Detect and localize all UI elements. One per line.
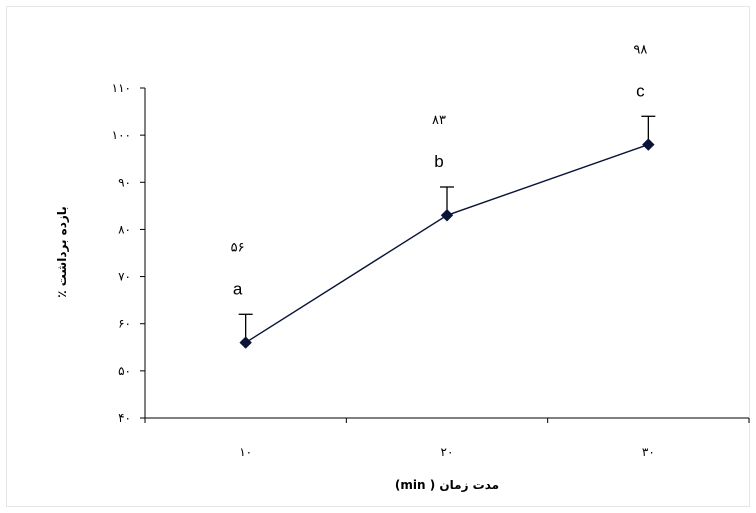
data-value-label: ۹۸ (633, 42, 647, 57)
series-line (245, 143, 649, 344)
group-letter-label: c (636, 81, 645, 100)
chart-frame (6, 6, 750, 507)
y-tick-label: ۹۰ (118, 175, 131, 189)
data-point-marker (642, 138, 655, 151)
group-letter-label: b (434, 152, 443, 171)
y-tick-label: ۷۰ (118, 270, 131, 284)
y-tick-label: ۶۰ (118, 317, 131, 331)
data-point-marker (239, 336, 252, 349)
labels: a ۵۶ b ۸۳ c ۹۸ (231, 42, 648, 298)
y-tick-label: ۱۱۰ (112, 81, 131, 95)
y-tick-label: ۸۰ (118, 222, 131, 236)
data-value-label: ۸۳ (432, 113, 446, 128)
x-axis-title: مدت زمان ( min) (395, 478, 499, 492)
data-value-label: ۵۶ (231, 240, 245, 255)
axes: ۴۰ ۵۰ ۶۰ ۷۰ ۸۰ ۹۰ ۱۰۰ ۱۱۰ ۱۰ ۲۰ ۳۰ (112, 81, 750, 459)
group-letter-label: a (233, 279, 243, 298)
y-tick-label: ۱۰۰ (112, 128, 131, 142)
y-tick-label: ۴۰ (118, 411, 131, 425)
series (238, 115, 656, 349)
y-axis-title: بازده برداشت ٪ (55, 206, 69, 298)
data-point-marker (440, 209, 454, 222)
y-tick-label: ۵۰ (118, 364, 131, 378)
x-tick-label: ۲۰ (441, 445, 454, 459)
x-tick-label: ۱۰ (239, 445, 252, 459)
x-tick-label: ۳۰ (642, 445, 655, 459)
